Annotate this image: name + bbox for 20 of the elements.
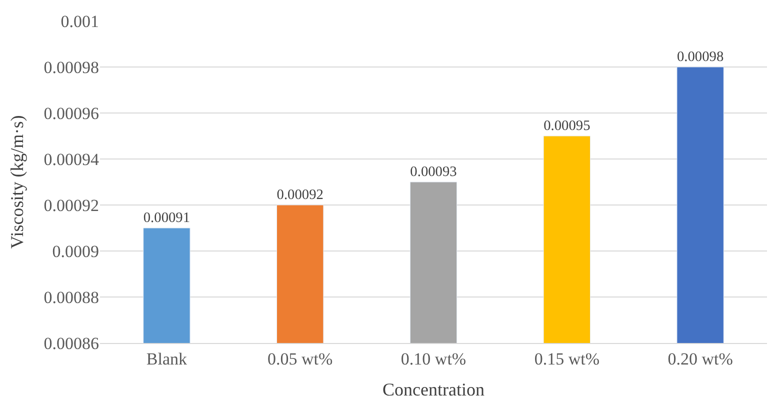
y-tick-label: 0.00092 — [44, 196, 99, 215]
data-label: 0.00092 — [276, 186, 324, 203]
y-tick-label: 0.0009 — [52, 242, 99, 261]
data-label: 0.00095 — [544, 118, 590, 134]
y-tick-label: 0.00094 — [44, 150, 100, 169]
y-tick-label: 0.00098 — [44, 58, 99, 77]
x-tick-label: 0.15 wt% — [534, 349, 600, 368]
x-tick-label: 0.10 wt% — [400, 349, 466, 368]
x-tick-label: Blank — [146, 349, 188, 368]
data-label: 0.00098 — [676, 48, 724, 65]
y-tick-label: 0.00096 — [44, 104, 99, 123]
data-label: 0.00093 — [410, 164, 457, 180]
x-tick-label: 0.05 wt% — [268, 349, 333, 368]
x-tick-label: 0.20 wt% — [668, 349, 733, 368]
y-tick-label: 0.00086 — [44, 334, 99, 353]
y-tick-label: 0.001 — [60, 12, 99, 31]
y-axis-title: Viscosity (kg/m·s) — [6, 115, 27, 249]
y-tick-label: 0.00088 — [44, 288, 99, 307]
data-label: 0.00091 — [143, 210, 190, 226]
x-axis-title: Concentration — [382, 380, 484, 400]
